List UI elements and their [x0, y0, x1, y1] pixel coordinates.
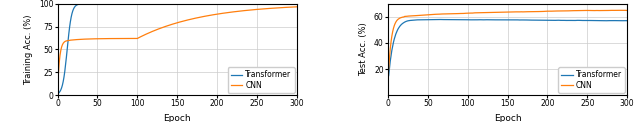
CNN — [271, 7, 278, 9]
CNN — [55, 62, 63, 64]
Line: Transformer: Transformer — [388, 20, 627, 76]
X-axis label: Epoch: Epoch — [493, 114, 522, 122]
Transformer — [55, 92, 63, 93]
CNN — [527, 11, 534, 12]
Transformer — [293, 3, 301, 4]
Line: CNN: CNN — [388, 10, 627, 70]
Line: CNN: CNN — [58, 7, 297, 74]
CNN — [526, 11, 534, 12]
Y-axis label: Training Acc. (%): Training Acc. (%) — [24, 14, 33, 85]
Transformer — [602, 20, 609, 21]
Transformer — [623, 20, 631, 21]
Y-axis label: Test Acc. (%): Test Acc. (%) — [360, 23, 369, 76]
X-axis label: Epoch: Epoch — [163, 114, 191, 122]
CNN — [200, 16, 208, 17]
Transformer — [386, 67, 394, 68]
CNN — [255, 8, 263, 10]
Transformer — [587, 20, 595, 21]
Transformer — [257, 3, 264, 4]
CNN — [293, 6, 301, 8]
CNN — [54, 73, 62, 75]
Transformer — [532, 19, 540, 21]
CNN — [601, 10, 609, 11]
CNN — [623, 10, 631, 11]
Line: Transformer: Transformer — [58, 4, 297, 93]
Transformer — [385, 75, 392, 76]
Transformer — [202, 3, 209, 4]
CNN — [531, 11, 538, 12]
CNN — [586, 10, 593, 11]
Transformer — [147, 3, 155, 4]
CNN — [386, 57, 394, 59]
Transformer — [527, 19, 534, 21]
CNN — [196, 16, 204, 18]
Legend: Transformer, CNN: Transformer, CNN — [558, 67, 625, 93]
Transformer — [54, 92, 62, 94]
CNN — [613, 10, 621, 11]
Transformer — [271, 3, 279, 4]
CNN — [196, 17, 204, 18]
Legend: Transformer, CNN: Transformer, CNN — [228, 67, 294, 93]
CNN — [385, 69, 392, 70]
Transformer — [527, 19, 535, 21]
Transformer — [196, 3, 204, 4]
Transformer — [197, 3, 205, 4]
Transformer — [445, 19, 452, 20]
